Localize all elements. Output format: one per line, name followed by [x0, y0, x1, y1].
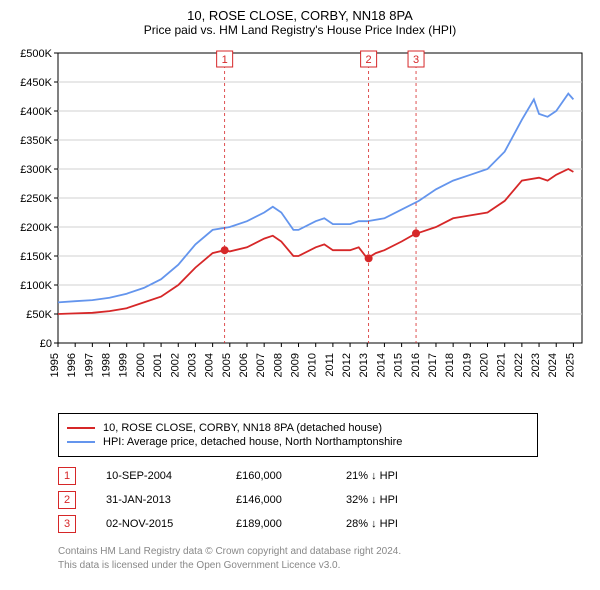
svg-text:£200K: £200K [20, 222, 52, 234]
svg-text:2008: 2008 [272, 353, 284, 377]
transaction-price: £189,000 [236, 518, 316, 530]
svg-text:2013: 2013 [358, 353, 370, 377]
legend-item: 10, ROSE CLOSE, CORBY, NN18 8PA (detache… [67, 422, 529, 434]
svg-text:2017: 2017 [427, 353, 439, 377]
svg-text:£350K: £350K [20, 135, 52, 147]
transaction-row: 2 31-JAN-2013 £146,000 32% ↓ HPI [58, 491, 590, 509]
legend-item: HPI: Average price, detached house, Nort… [67, 436, 529, 448]
svg-text:2003: 2003 [186, 353, 198, 377]
svg-text:1995: 1995 [49, 353, 61, 377]
svg-text:2012: 2012 [341, 353, 353, 377]
svg-text:£250K: £250K [20, 193, 52, 205]
svg-text:2019: 2019 [461, 353, 473, 377]
svg-text:2023: 2023 [530, 353, 542, 377]
svg-text:2: 2 [366, 54, 372, 66]
svg-text:£50K: £50K [26, 309, 52, 321]
svg-text:2021: 2021 [496, 353, 508, 377]
footer-attribution: Contains HM Land Registry data © Crown c… [58, 545, 590, 573]
legend-label: HPI: Average price, detached house, Nort… [103, 436, 402, 448]
svg-text:£100K: £100K [20, 280, 52, 292]
svg-text:2006: 2006 [238, 353, 250, 377]
transaction-diff: 32% ↓ HPI [346, 494, 446, 506]
svg-text:1: 1 [222, 54, 228, 66]
svg-text:2001: 2001 [152, 353, 164, 377]
svg-text:2020: 2020 [479, 353, 491, 377]
svg-text:2000: 2000 [135, 353, 147, 377]
transaction-badge: 1 [58, 467, 76, 485]
transaction-badge: 2 [58, 491, 76, 509]
transaction-date: 31-JAN-2013 [106, 494, 206, 506]
svg-text:2024: 2024 [547, 353, 559, 377]
svg-text:2007: 2007 [255, 353, 267, 377]
svg-text:2018: 2018 [444, 353, 456, 377]
transaction-diff: 21% ↓ HPI [346, 470, 446, 482]
svg-text:£300K: £300K [20, 164, 52, 176]
svg-text:£0: £0 [40, 338, 52, 350]
svg-text:£150K: £150K [20, 251, 52, 263]
svg-text:3: 3 [413, 54, 419, 66]
svg-text:2016: 2016 [410, 353, 422, 377]
legend: 10, ROSE CLOSE, CORBY, NN18 8PA (detache… [58, 413, 538, 457]
svg-text:2005: 2005 [221, 353, 233, 377]
svg-text:2010: 2010 [307, 353, 319, 377]
svg-text:1996: 1996 [66, 353, 78, 377]
chart-subtitle: Price paid vs. HM Land Registry's House … [10, 23, 590, 37]
svg-text:2014: 2014 [375, 353, 387, 377]
svg-text:£500K: £500K [20, 48, 52, 60]
svg-text:£400K: £400K [20, 106, 52, 118]
svg-text:1999: 1999 [118, 353, 130, 377]
legend-swatch [67, 427, 95, 429]
transaction-price: £146,000 [236, 494, 316, 506]
chart-title: 10, ROSE CLOSE, CORBY, NN18 8PA [10, 8, 590, 23]
svg-text:2004: 2004 [204, 353, 216, 377]
transaction-diff: 28% ↓ HPI [346, 518, 446, 530]
legend-label: 10, ROSE CLOSE, CORBY, NN18 8PA (detache… [103, 422, 382, 434]
legend-swatch [67, 441, 95, 443]
svg-text:2002: 2002 [169, 353, 181, 377]
transaction-date: 10-SEP-2004 [106, 470, 206, 482]
transaction-row: 1 10-SEP-2004 £160,000 21% ↓ HPI [58, 467, 590, 485]
svg-text:2009: 2009 [290, 353, 302, 377]
transactions-table: 1 10-SEP-2004 £160,000 21% ↓ HPI 2 31-JAN-201… [58, 467, 590, 533]
svg-text:1997: 1997 [83, 353, 95, 377]
svg-text:£450K: £450K [20, 77, 52, 89]
svg-text:2025: 2025 [564, 353, 576, 377]
transaction-row: 3 02-NOV-2015 £189,000 28% ↓ HPI [58, 515, 590, 533]
transaction-price: £160,000 [236, 470, 316, 482]
svg-text:2011: 2011 [324, 353, 336, 377]
footer-line-2: This data is licensed under the Open Gov… [58, 559, 590, 573]
footer-line-1: Contains HM Land Registry data © Crown c… [58, 545, 590, 559]
svg-text:1998: 1998 [101, 353, 113, 377]
transaction-badge: 3 [58, 515, 76, 533]
transaction-date: 02-NOV-2015 [106, 518, 206, 530]
chart: £0 £50K £100K £150K £200K £250K £300K £350K £400… [10, 43, 590, 403]
svg-text:2015: 2015 [393, 353, 405, 377]
svg-text:2022: 2022 [513, 353, 525, 377]
